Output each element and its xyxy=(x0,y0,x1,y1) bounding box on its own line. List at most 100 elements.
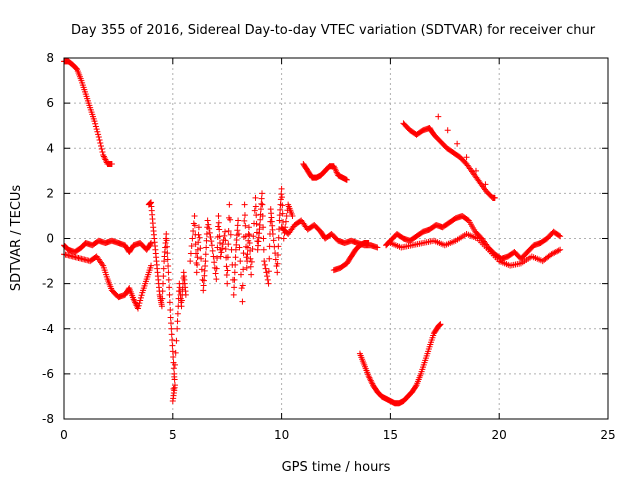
data-point xyxy=(289,212,296,219)
data-point xyxy=(170,385,177,392)
data-point xyxy=(247,263,254,270)
data-point xyxy=(178,303,185,310)
data-point xyxy=(259,212,266,219)
data-point xyxy=(279,210,286,217)
data-point xyxy=(73,65,80,72)
data-point xyxy=(195,231,202,238)
data-point xyxy=(236,244,243,251)
data-point xyxy=(193,269,200,276)
data-point xyxy=(195,239,202,246)
data-point xyxy=(265,268,272,275)
data-point xyxy=(172,349,179,356)
data-point xyxy=(95,133,102,140)
data-point xyxy=(189,235,196,242)
data-point xyxy=(166,284,173,291)
y-tick-label: 6 xyxy=(46,96,54,110)
series-segment-late-decline xyxy=(400,113,498,201)
series-segment-early-decline xyxy=(61,58,115,168)
data-point xyxy=(197,245,204,252)
data-point xyxy=(244,258,251,265)
data-point xyxy=(259,190,266,197)
data-point xyxy=(244,244,251,251)
data-point xyxy=(225,227,232,234)
data-point xyxy=(99,149,106,156)
data-point xyxy=(260,246,267,253)
data-point xyxy=(240,266,247,273)
data-point xyxy=(187,258,194,265)
data-point xyxy=(174,325,181,332)
data-point xyxy=(239,282,246,289)
series-segment-dip-early xyxy=(61,251,155,312)
y-tick-label: -2 xyxy=(42,277,54,291)
data-point xyxy=(210,253,217,260)
data-point xyxy=(231,276,238,283)
data-point xyxy=(167,320,174,327)
data-point xyxy=(170,353,177,360)
data-point xyxy=(205,221,212,228)
data-point xyxy=(218,249,225,256)
data-point xyxy=(91,118,98,125)
data-point xyxy=(164,256,171,263)
data-point xyxy=(256,221,263,228)
data-point xyxy=(173,337,180,344)
data-point xyxy=(137,294,144,301)
data-point xyxy=(206,229,213,236)
data-point xyxy=(232,254,239,261)
data-point xyxy=(170,365,177,372)
data-point xyxy=(187,250,194,257)
data-point xyxy=(246,232,253,239)
data-point xyxy=(166,299,173,306)
data-point xyxy=(160,280,167,287)
data-point xyxy=(275,234,282,241)
data-point xyxy=(343,176,350,183)
data-point xyxy=(231,284,238,291)
y-tick-label: -6 xyxy=(42,367,54,381)
data-point xyxy=(482,181,489,188)
data-point xyxy=(203,244,210,251)
x-tick-label: 20 xyxy=(492,428,507,442)
data-point xyxy=(241,217,248,224)
data-point xyxy=(262,265,269,272)
data-point xyxy=(279,202,286,209)
data-point xyxy=(95,131,102,138)
data-point xyxy=(215,223,222,230)
data-point xyxy=(224,280,231,287)
data-point xyxy=(221,232,228,239)
data-point xyxy=(278,194,285,201)
data-point xyxy=(178,297,185,304)
data-point xyxy=(96,136,103,143)
data-point xyxy=(258,195,265,202)
data-point xyxy=(138,292,145,299)
y-tick-label: 2 xyxy=(46,186,54,200)
data-point xyxy=(174,310,181,317)
data-point xyxy=(269,230,276,237)
data-point xyxy=(213,276,220,283)
data-point xyxy=(163,230,170,237)
data-point xyxy=(243,264,250,271)
data-point xyxy=(94,128,101,135)
data-point xyxy=(169,397,176,404)
data-point xyxy=(208,242,215,249)
data-point xyxy=(202,251,209,258)
data-point xyxy=(270,237,277,244)
data-point xyxy=(264,276,271,283)
data-point xyxy=(214,255,221,262)
data-point xyxy=(98,146,105,153)
data-point xyxy=(223,271,230,278)
data-point xyxy=(251,207,258,214)
data-point xyxy=(259,201,266,208)
y-tick-label: 4 xyxy=(46,141,54,155)
data-point xyxy=(206,225,213,232)
data-point xyxy=(194,261,201,268)
data-point xyxy=(188,243,195,250)
data-point xyxy=(472,167,479,174)
data-points xyxy=(61,58,564,407)
data-point xyxy=(278,185,285,192)
y-tick-label: -4 xyxy=(42,322,54,336)
data-point xyxy=(454,140,461,147)
data-point xyxy=(215,212,222,219)
data-point xyxy=(169,337,176,344)
data-point xyxy=(190,227,197,234)
series-segment-spikes-4-5h xyxy=(145,199,189,404)
data-point xyxy=(245,224,252,231)
